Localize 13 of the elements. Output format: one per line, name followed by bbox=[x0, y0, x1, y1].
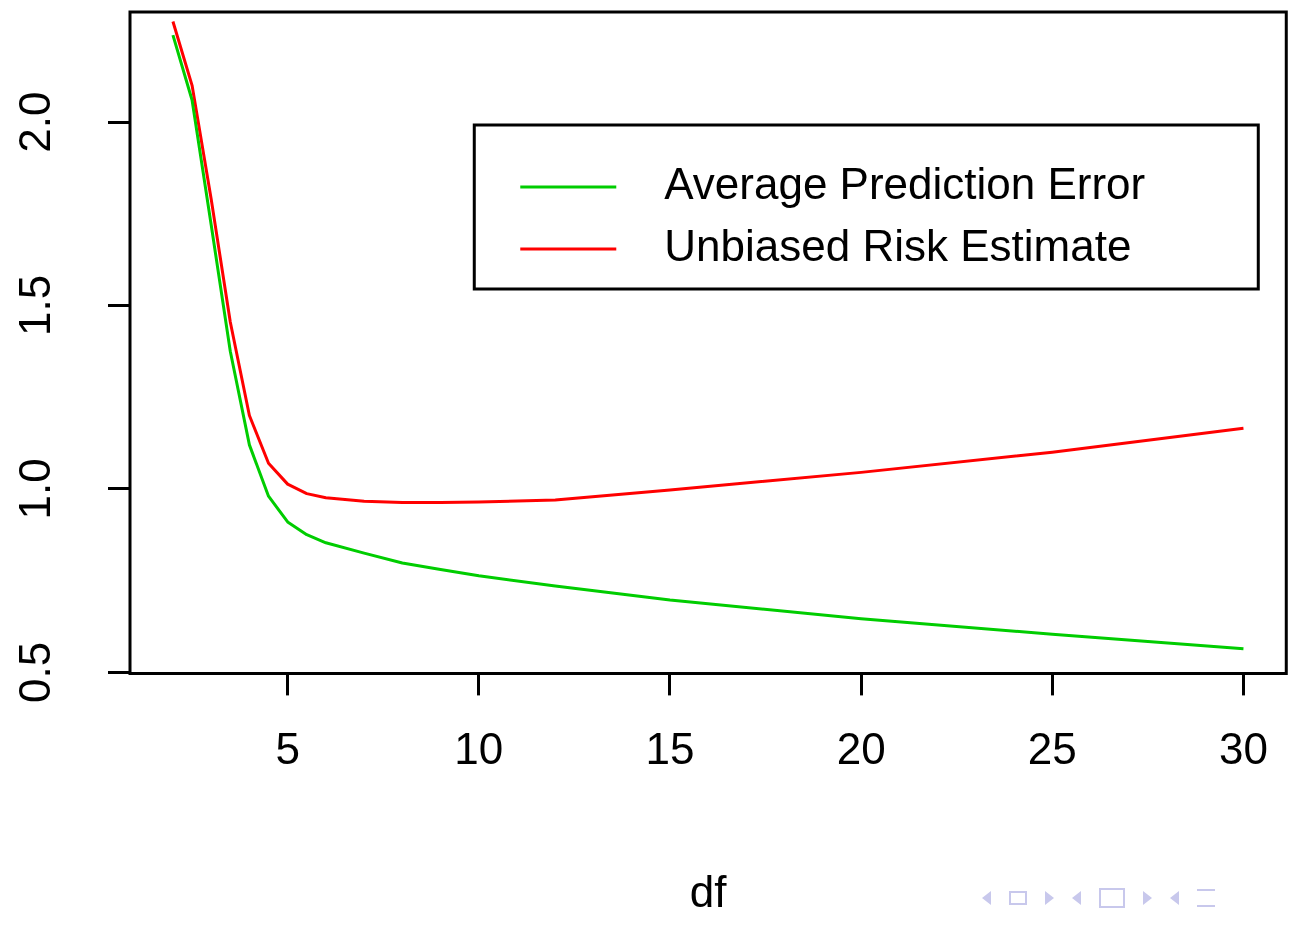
legend-label: Unbiased Risk Estimate bbox=[664, 221, 1132, 271]
x-tick-label: 15 bbox=[645, 723, 695, 773]
x-tick-label: 20 bbox=[836, 723, 886, 773]
x-tick-label: 10 bbox=[454, 723, 504, 773]
y-tick-label: 1.5 bbox=[10, 274, 60, 337]
x-tick-label: 30 bbox=[1218, 723, 1268, 773]
x-tick-label: 25 bbox=[1027, 723, 1077, 773]
x-axis-title: df bbox=[689, 866, 728, 916]
x-tick-label: 5 bbox=[275, 723, 300, 773]
y-tick-label: 1.0 bbox=[10, 458, 60, 520]
y-tick-label: 2.0 bbox=[10, 91, 60, 153]
y-tick-label: 0.5 bbox=[10, 641, 60, 703]
legend-label: Average Prediction Error bbox=[664, 159, 1146, 209]
